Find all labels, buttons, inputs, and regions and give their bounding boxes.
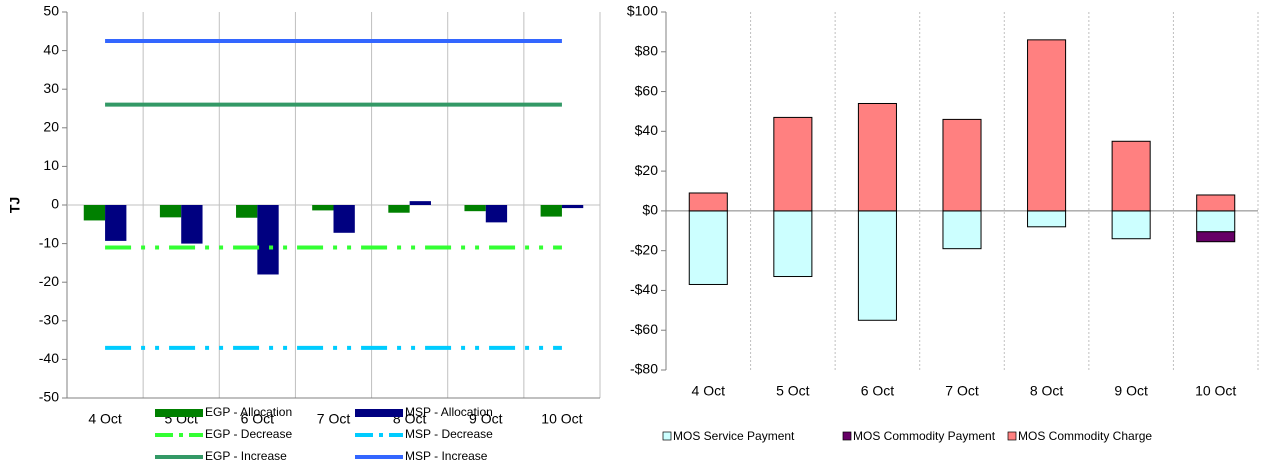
legend-item: MSP - Allocation <box>355 405 493 419</box>
bar-segment <box>773 116 813 212</box>
y-tick-label: -40 <box>39 350 59 366</box>
y-tick-label: -$80 <box>630 361 658 377</box>
y-tick-label: 30 <box>43 80 59 96</box>
x-tick-label: 7 Oct <box>945 383 979 399</box>
bar-segment <box>688 210 728 285</box>
x-tick-label: 10 Oct <box>1195 383 1236 399</box>
legend-swatch <box>155 409 203 417</box>
bar-segment <box>688 192 728 212</box>
bar <box>464 205 486 212</box>
legend-item: EGP - Increase <box>155 449 287 463</box>
x-tick-label: 9 Oct <box>1114 383 1148 399</box>
bar <box>159 205 182 218</box>
legend-item: MOS Service Payment <box>662 429 795 443</box>
y-tick-label: -$20 <box>630 241 658 257</box>
legend-label: MOS Service Payment <box>673 429 795 443</box>
bar <box>312 205 334 211</box>
y-tick-label: 0 <box>51 196 59 212</box>
bar <box>181 205 203 244</box>
bar <box>409 201 431 205</box>
bar-segment <box>1111 210 1151 240</box>
legend-label: MSP - Allocation <box>405 405 493 419</box>
legend-item: EGP - Decrease <box>155 427 292 441</box>
bar <box>333 205 355 233</box>
y-tick-label: $0 <box>642 202 658 218</box>
legend-swatch <box>355 409 403 417</box>
y-tick-label: $80 <box>635 42 659 58</box>
legend-swatch <box>1007 431 1017 441</box>
bar-segment <box>1196 231 1236 243</box>
bar-segment <box>1196 194 1236 212</box>
bar-segment <box>1196 210 1236 233</box>
bar <box>257 205 279 275</box>
y-tick-label: -$40 <box>630 281 658 297</box>
y-tick-label: -30 <box>39 312 59 328</box>
bar <box>236 205 258 218</box>
x-tick-label: 6 Oct <box>861 383 895 399</box>
x-tick-label: 7 Oct <box>317 411 351 427</box>
x-tick-label: 4 Oct <box>88 411 122 427</box>
y-tick-label: 40 <box>43 41 59 57</box>
bar-segment <box>773 210 813 278</box>
bar-segment <box>942 118 982 212</box>
x-tick-label: 8 Oct <box>1030 383 1064 399</box>
y-tick-label: -50 <box>39 389 59 405</box>
bar <box>388 205 410 213</box>
bar <box>561 205 584 209</box>
bar-segment <box>1111 140 1151 212</box>
y-tick-label: $100 <box>627 3 658 19</box>
y-tick-label: -$60 <box>630 321 658 337</box>
x-tick-label: 6 Oct <box>241 411 275 427</box>
legend-label: EGP - Allocation <box>205 405 292 419</box>
bar <box>105 205 127 241</box>
x-tick-label: 5 Oct <box>776 383 810 399</box>
legend-swatch <box>662 431 672 441</box>
y-tick-label: 20 <box>43 119 59 135</box>
legend-label: MSP - Increase <box>405 449 488 463</box>
x-tick-label: 9 Oct <box>469 411 503 427</box>
legend-item: MOS Commodity Payment <box>842 429 996 443</box>
legend-swatch <box>842 431 852 441</box>
y-axis-title: TJ <box>7 197 23 213</box>
bar <box>485 205 508 223</box>
y-tick-label: 10 <box>43 157 59 173</box>
x-tick-label: 10 Oct <box>541 411 582 427</box>
legend-item: MOS Commodity Charge <box>1007 429 1152 443</box>
legend-item: MSP - Increase <box>355 449 488 463</box>
y-tick-label: $40 <box>635 122 659 138</box>
bar-segment <box>857 102 897 212</box>
legend-item: EGP - Allocation <box>155 405 292 419</box>
y-tick-label: $20 <box>635 162 659 178</box>
legend-label: MOS Commodity Payment <box>853 429 996 443</box>
legend-label: MSP - Decrease <box>405 427 493 441</box>
bar-segment <box>1027 39 1067 212</box>
y-tick-label: 50 <box>43 3 59 19</box>
bar <box>83 205 106 221</box>
bar-segment <box>857 210 897 321</box>
bar <box>540 205 562 217</box>
y-tick-label: -20 <box>39 273 59 289</box>
bar-segment <box>1027 210 1067 228</box>
y-tick-label: -10 <box>39 234 59 250</box>
x-tick-label: 4 Oct <box>692 383 726 399</box>
bar-segment <box>942 210 982 250</box>
y-tick-label: $60 <box>635 82 659 98</box>
legend-label: EGP - Increase <box>205 449 287 463</box>
legend-item: MSP - Decrease <box>355 427 493 441</box>
legend-label: MOS Commodity Charge <box>1018 429 1152 443</box>
legend-label: EGP - Decrease <box>205 427 292 441</box>
